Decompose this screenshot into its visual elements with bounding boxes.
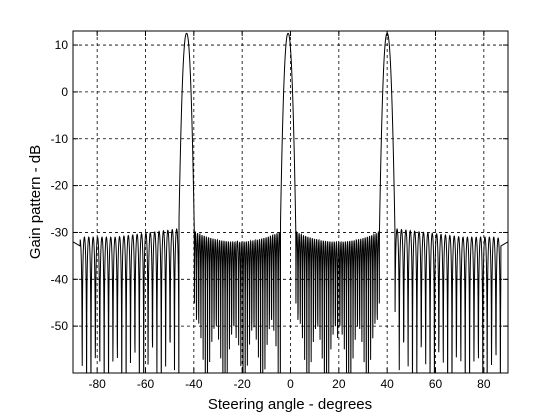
x-tick-label: -20 (233, 377, 251, 391)
x-tick-label: 80 (477, 377, 491, 391)
x-tick-label: 40 (380, 377, 394, 391)
x-tick-label: -80 (88, 377, 106, 391)
y-tick-label: 10 (55, 38, 69, 52)
x-tick-label: 0 (287, 377, 294, 391)
y-tick-label: -20 (51, 179, 69, 193)
y-axis-title: Gain pattern - dB (27, 145, 44, 259)
x-tick-label: -60 (137, 377, 155, 391)
y-tick-label: -30 (51, 225, 69, 239)
x-tick-label: -40 (185, 377, 203, 391)
y-tick-label: -40 (51, 272, 69, 286)
y-tick-label: 0 (61, 85, 68, 99)
y-tick-label: -10 (51, 132, 69, 146)
x-tick-label: 20 (332, 377, 346, 391)
x-tick-label: 60 (429, 377, 443, 391)
y-tick-label: -50 (51, 319, 69, 333)
x-axis-title: Steering angle - degrees (208, 396, 372, 413)
